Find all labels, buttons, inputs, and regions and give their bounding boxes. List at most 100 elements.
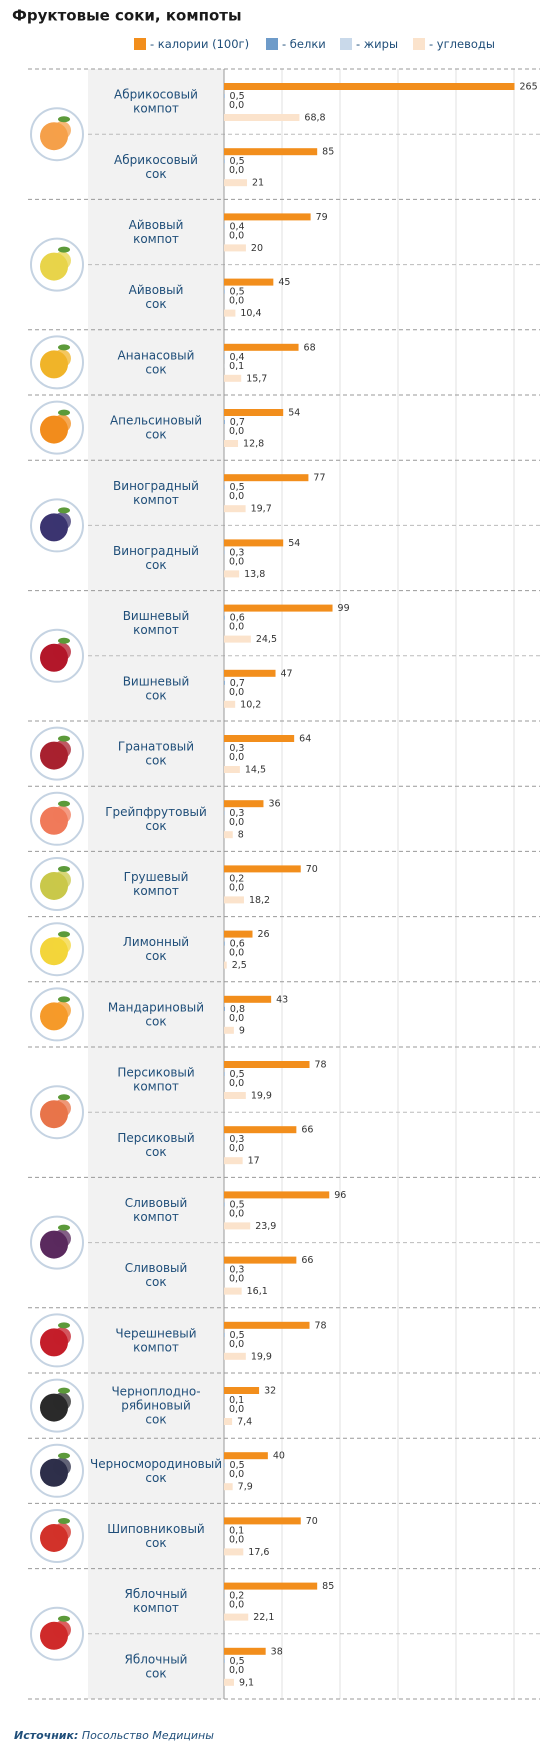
value-label: 0,0 — [229, 165, 244, 176]
bar — [224, 114, 300, 121]
fruit-icon — [53, 1620, 71, 1639]
value-label: 19,9 — [251, 1091, 272, 1102]
bar — [224, 1222, 251, 1230]
bar — [224, 941, 225, 946]
value-label: 7,4 — [237, 1417, 252, 1428]
category-label-line: сок — [145, 753, 166, 767]
fruit-icon — [53, 512, 71, 531]
fruit-icon — [53, 1099, 71, 1118]
category-label: Айвовый сок — [129, 283, 184, 311]
bar — [224, 148, 318, 156]
value-label: 0,0 — [229, 1078, 244, 1089]
bar — [224, 474, 309, 482]
bar — [224, 1287, 242, 1295]
value-label: 12,8 — [243, 439, 264, 450]
value-label: 0,0 — [229, 752, 244, 763]
bar — [224, 1191, 330, 1199]
value-label: 24,5 — [256, 634, 277, 645]
value-label: 43 — [276, 994, 288, 1005]
category-label-line: сок — [145, 558, 166, 572]
bar — [224, 1061, 310, 1068]
fruit-icon — [53, 121, 71, 140]
category-label-line: Черешневый — [115, 1326, 196, 1340]
category-label: Черносмородиновый сок — [90, 1456, 222, 1484]
bar — [224, 485, 225, 490]
category-label: Яблочный сок — [125, 1652, 188, 1680]
category-label-line: сок — [145, 362, 166, 376]
category-label: Черноплодно-рябиновый сок — [111, 1384, 200, 1426]
source-label: Источник: — [14, 1729, 78, 1742]
category-label-line: Вишневый — [123, 609, 190, 623]
bar — [224, 278, 274, 286]
value-label: 20 — [251, 243, 263, 254]
bar — [224, 896, 244, 904]
bar — [224, 615, 225, 620]
value-label: 36 — [268, 799, 280, 810]
fruit-icon — [53, 1229, 71, 1248]
fruit-icon — [53, 936, 71, 955]
bar — [224, 1092, 246, 1099]
category-label-line: Сливовый — [125, 1261, 188, 1275]
bar — [224, 1517, 301, 1525]
value-label: 9 — [239, 1025, 245, 1036]
value-label: 21 — [252, 178, 264, 189]
category-label: Айвовый компот — [129, 218, 184, 246]
legend-label: - углеводы — [429, 37, 495, 51]
category-label: Ананасовый сок — [118, 348, 195, 376]
fruit-leaf — [58, 1094, 70, 1101]
value-label: 99 — [338, 603, 350, 614]
category-label-line: Гранатовый — [118, 739, 194, 753]
value-label: 66 — [301, 1255, 313, 1266]
bar — [224, 289, 225, 294]
value-label: 77 — [313, 473, 325, 484]
value-label: 47 — [281, 668, 293, 679]
category-label: Лимонный сок — [123, 935, 189, 963]
value-label: 32 — [264, 1386, 276, 1397]
value-label: 0,2 — [229, 1591, 244, 1602]
bar — [224, 961, 227, 969]
value-label: 7,9 — [238, 1482, 253, 1493]
value-label: 54 — [288, 408, 300, 419]
bar — [224, 83, 515, 90]
fruit-leaf — [58, 1615, 70, 1622]
fruit-leaf — [58, 866, 70, 872]
value-label: 10,4 — [240, 308, 261, 319]
bar — [224, 995, 272, 1003]
category-label-line: сок — [145, 166, 166, 180]
category-label-line: рябиновый — [121, 1398, 191, 1412]
legend-swatch — [134, 38, 146, 50]
bar — [224, 1613, 249, 1621]
value-label: 0,5 — [230, 91, 245, 102]
value-label: 0,0 — [229, 491, 244, 502]
category-label-line: компот — [133, 1601, 179, 1615]
bar — [224, 1548, 244, 1556]
category-label-line: сок — [145, 1666, 166, 1680]
fruit-leaf — [58, 1387, 70, 1394]
bar — [224, 930, 253, 938]
category-label-line: сок — [145, 949, 166, 963]
value-label: 16,1 — [247, 1286, 268, 1297]
value-label: 13,8 — [244, 569, 265, 580]
value-label: 68 — [304, 342, 316, 353]
bar — [224, 1332, 225, 1337]
category-label: Гранатовый сок — [118, 739, 194, 767]
category-label-line: компот — [133, 884, 179, 898]
fruit-icon — [53, 642, 71, 661]
category-label-line: компот — [133, 1210, 179, 1224]
bar — [224, 1026, 234, 1034]
category-label-line: Яблочный — [125, 1652, 188, 1666]
value-label: 70 — [306, 864, 318, 875]
category-label: Яблочный компот — [125, 1587, 188, 1615]
bar — [224, 635, 251, 643]
bar — [224, 244, 246, 252]
category-label-line: Грушевый — [124, 870, 189, 884]
bar — [224, 1072, 225, 1076]
value-label: 78 — [315, 1060, 327, 1071]
category-label: Вишневый компот — [123, 609, 190, 637]
value-label: 64 — [299, 734, 311, 745]
value-label: 0,0 — [229, 1208, 244, 1219]
value-label: 0,0 — [229, 1600, 244, 1611]
value-label: 23,9 — [255, 1221, 276, 1232]
